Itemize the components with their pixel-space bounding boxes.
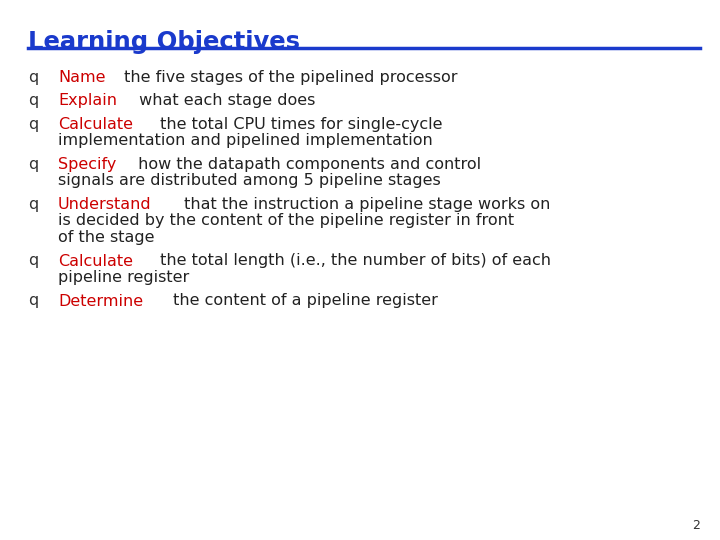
- Text: that the instruction a pipeline stage works on: that the instruction a pipeline stage wo…: [179, 197, 550, 212]
- Text: implementation and pipelined implementation: implementation and pipelined implementat…: [58, 133, 433, 148]
- Text: Understand: Understand: [58, 197, 152, 212]
- Text: pipeline register: pipeline register: [58, 270, 189, 285]
- Text: q: q: [28, 157, 38, 172]
- Text: q: q: [28, 117, 38, 132]
- Text: q: q: [28, 197, 38, 212]
- Text: Explain: Explain: [58, 93, 117, 109]
- Text: Calculate: Calculate: [58, 253, 133, 268]
- Text: q: q: [28, 294, 38, 308]
- Text: Learning Objectives: Learning Objectives: [28, 30, 300, 54]
- Text: 2: 2: [692, 519, 700, 532]
- Text: Calculate: Calculate: [58, 117, 133, 132]
- Text: Specify: Specify: [58, 157, 117, 172]
- Text: is decided by the content of the pipeline register in front: is decided by the content of the pipelin…: [58, 213, 514, 228]
- Text: q: q: [28, 253, 38, 268]
- Text: Determine: Determine: [58, 294, 143, 308]
- Text: signals are distributed among 5 pipeline stages: signals are distributed among 5 pipeline…: [58, 173, 441, 188]
- Text: what each stage does: what each stage does: [134, 93, 315, 109]
- Text: the total length (i.e., the number of bits) of each: the total length (i.e., the number of bi…: [155, 253, 551, 268]
- Text: the five stages of the pipelined processor: the five stages of the pipelined process…: [120, 70, 458, 85]
- Text: Name: Name: [58, 70, 106, 85]
- Text: q: q: [28, 70, 38, 85]
- Text: q: q: [28, 93, 38, 109]
- Text: the content of a pipeline register: the content of a pipeline register: [168, 294, 438, 308]
- Text: the total CPU times for single-cycle: the total CPU times for single-cycle: [155, 117, 442, 132]
- Text: of the stage: of the stage: [58, 230, 155, 245]
- Text: how the datapath components and control: how the datapath components and control: [133, 157, 482, 172]
